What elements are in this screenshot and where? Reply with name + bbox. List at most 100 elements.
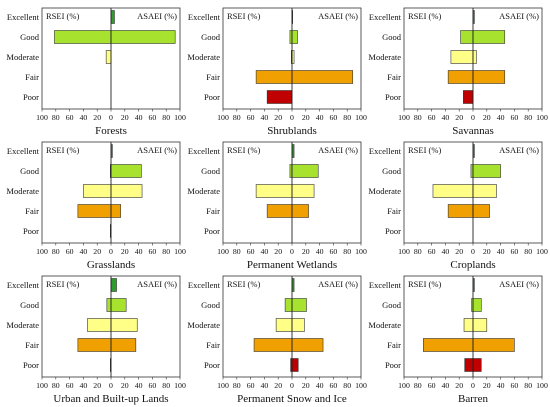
- right-axis-label: ASAEI (%): [318, 279, 358, 289]
- bar-asaei-good: [472, 298, 482, 312]
- x-tick-label: 80: [233, 247, 241, 256]
- bar-asaei-good: [110, 298, 127, 312]
- x-tick-label: 20: [274, 381, 282, 390]
- x-tick-label: 100: [536, 113, 548, 122]
- x-tick-label: 60: [66, 381, 74, 390]
- right-axis-label: ASAEI (%): [318, 145, 358, 155]
- x-tick-label: 20: [302, 247, 310, 256]
- category-label: Good: [382, 300, 402, 310]
- bar-rsei-poor: [266, 90, 293, 104]
- x-tick-label: 100: [36, 247, 48, 256]
- x-tick-label: 60: [247, 113, 255, 122]
- category-label: Fair: [387, 72, 401, 82]
- left-axis-label: RSEI (%): [227, 145, 260, 155]
- category-label: Moderate: [6, 52, 39, 62]
- x-tick-label: 40: [135, 247, 143, 256]
- x-tick-label: 60: [149, 381, 157, 390]
- bar-rsei-good: [284, 298, 293, 312]
- panel-title: Permanent Snow and Ice: [237, 393, 347, 405]
- bar-rsei-fair: [255, 70, 293, 84]
- x-tick-label: 100: [36, 113, 48, 122]
- x-tick-label: 60: [511, 247, 519, 256]
- x-tick-label: 60: [330, 113, 338, 122]
- x-tick-label: 20: [483, 247, 491, 256]
- bar-asaei-moderate: [472, 184, 497, 198]
- x-tick-label: 100: [217, 247, 229, 256]
- x-tick-label: 100: [536, 381, 548, 390]
- x-tick-label: 40: [261, 381, 269, 390]
- bar-rsei-poor: [464, 358, 474, 372]
- x-tick-label: 60: [428, 113, 436, 122]
- bar-rsei-moderate: [463, 318, 474, 332]
- category-label: Poor: [385, 360, 401, 370]
- bar-rsei-moderate: [255, 184, 293, 198]
- x-tick-label: 40: [80, 113, 88, 122]
- category-label: Moderate: [187, 52, 220, 62]
- bar-rsei-moderate: [83, 184, 112, 198]
- panel-savannas: RSEI (%) ASAEI (%) Excellent Good Moderate Fa…: [368, 7, 548, 137]
- bar-asaei-poor: [291, 358, 299, 372]
- x-tick-label: 60: [330, 381, 338, 390]
- x-tick-label: 20: [93, 113, 101, 122]
- x-tick-label: 60: [511, 113, 519, 122]
- bar-rsei-moderate: [450, 50, 474, 64]
- bar-asaei-good: [291, 298, 307, 312]
- x-tick-label: 80: [162, 113, 170, 122]
- x-tick-label: 40: [316, 113, 324, 122]
- category-label: Poor: [385, 92, 401, 102]
- panel-title: Savannas: [452, 125, 494, 137]
- left-axis-label: RSEI (%): [46, 279, 79, 289]
- category-label: Good: [20, 32, 40, 42]
- category-label: Good: [201, 300, 221, 310]
- category-label: Excellent: [7, 280, 40, 290]
- x-tick-label: 100: [398, 247, 410, 256]
- right-axis-label: ASAEI (%): [137, 11, 177, 21]
- category-label: Fair: [25, 206, 39, 216]
- x-tick-label: 20: [455, 113, 463, 122]
- x-tick-label: 20: [121, 113, 129, 122]
- x-tick-label: 60: [149, 113, 157, 122]
- panel-shrublands: RSEI (%) ASAEI (%) Excellent Good Moderate Fa…: [187, 7, 367, 137]
- category-label: Poor: [23, 226, 39, 236]
- bar-asaei-fair: [291, 70, 354, 84]
- x-tick-label: 80: [414, 247, 422, 256]
- x-tick-label: 100: [174, 381, 186, 390]
- x-tick-label: 40: [316, 381, 324, 390]
- x-tick-label: 100: [398, 113, 410, 122]
- bar-rsei-poor: [463, 90, 474, 104]
- x-tick-label: 100: [355, 381, 367, 390]
- x-tick-label: 0: [290, 381, 294, 390]
- bar-asaei-moderate: [110, 184, 143, 198]
- bar-rsei-fair: [77, 204, 112, 218]
- x-tick-label: 0: [109, 381, 113, 390]
- x-tick-label: 20: [483, 113, 491, 122]
- x-tick-label: 0: [290, 247, 294, 256]
- x-tick-label: 100: [217, 113, 229, 122]
- bar-asaei-fair: [472, 338, 515, 352]
- category-label: Excellent: [7, 146, 40, 156]
- x-tick-label: 40: [261, 247, 269, 256]
- bar-asaei-fair: [291, 338, 324, 352]
- bar-asaei-good: [110, 30, 176, 44]
- panel-title: Barren: [458, 393, 488, 405]
- category-label: Good: [201, 32, 221, 42]
- bar-asaei-moderate: [472, 50, 477, 64]
- bar-asaei-fair: [110, 204, 121, 218]
- x-tick-label: 80: [162, 381, 170, 390]
- category-label: Good: [382, 166, 402, 176]
- category-label: Good: [20, 300, 40, 310]
- bar-asaei-fair: [472, 204, 490, 218]
- category-label: Moderate: [368, 52, 401, 62]
- x-tick-label: 0: [471, 247, 475, 256]
- x-tick-label: 20: [274, 247, 282, 256]
- x-tick-label: 80: [343, 381, 351, 390]
- bar-asaei-poor: [472, 358, 482, 372]
- x-tick-label: 100: [36, 381, 48, 390]
- x-tick-label: 60: [247, 381, 255, 390]
- x-tick-label: 0: [471, 113, 475, 122]
- bar-rsei-fair: [253, 338, 293, 352]
- left-axis-label: RSEI (%): [408, 279, 441, 289]
- left-axis-label: RSEI (%): [227, 11, 260, 21]
- bar-asaei-good: [472, 164, 501, 178]
